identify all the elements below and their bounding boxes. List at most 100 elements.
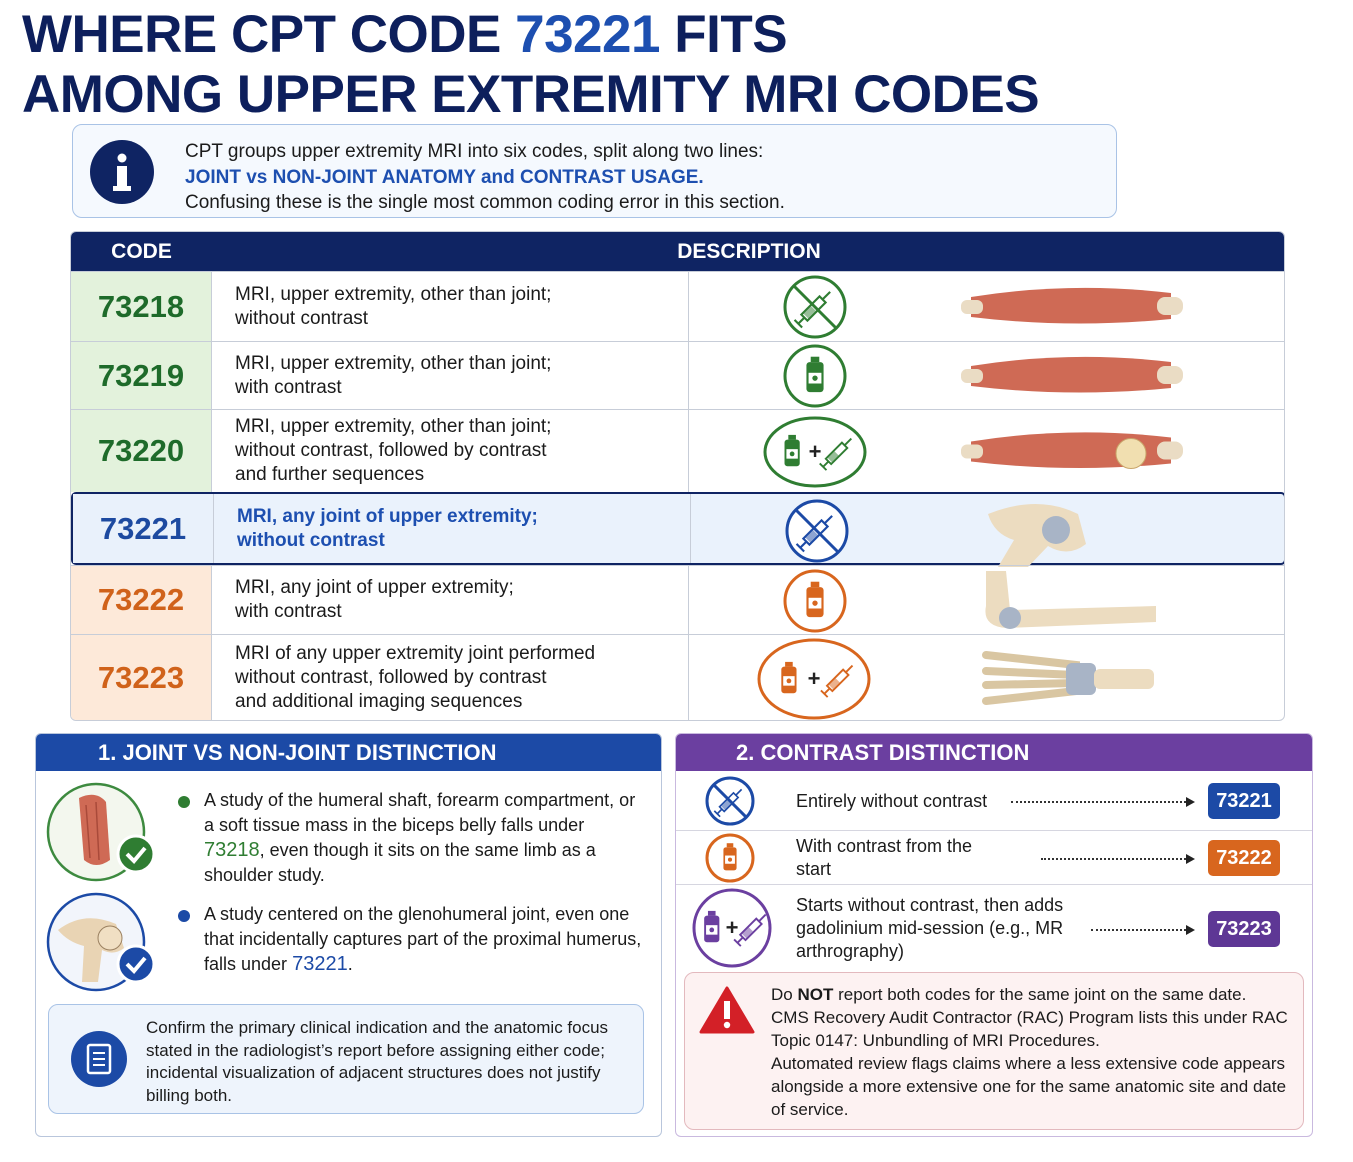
description-cell: MRI, any joint of upper extremity; withou… xyxy=(237,494,538,563)
description-cell: MRI, upper extremity, other than joint; w… xyxy=(235,272,551,341)
leader-arrow xyxy=(1186,797,1195,807)
contrast-icon-svg-part-part xyxy=(742,927,753,939)
table-row: 73221 MRI, any joint of upper extremity; w… xyxy=(71,492,1284,567)
table-row: 73218 MRI, upper extremity, other than jo… xyxy=(71,271,1284,341)
table-row: 73222 MRI, any joint of upper extremity; w… xyxy=(71,565,1284,634)
table-header: DESCRIPTION xyxy=(212,232,1284,271)
warning-line: Automated review flags claims where a le… xyxy=(771,1054,1287,1119)
warning-icon xyxy=(699,986,755,1034)
contrast-icon-svg-part-part xyxy=(788,434,796,440)
contrast-icon-svg-part-part xyxy=(843,437,852,446)
contrast-icon-svg-part-part xyxy=(803,306,816,319)
warning-text: Do NOT report both codes for the same jo… xyxy=(771,983,1291,1121)
description-line: MRI, upper extremity, other than joint; xyxy=(235,416,552,437)
description-line: MRI, upper extremity, other than joint; xyxy=(235,352,552,374)
contrast-icon-svg-part-part xyxy=(812,599,818,606)
shoulder-icon-part xyxy=(97,925,123,951)
table-row: 73223 MRI of any upper extremity joint pe… xyxy=(71,634,1284,720)
contrast-icon-svg-part-part xyxy=(789,451,795,456)
contrast-icon-svg-part: + xyxy=(726,915,739,940)
contrast-icon xyxy=(782,568,848,639)
contrast-icon-svg xyxy=(705,833,755,883)
contrast-icon-svg-part-part xyxy=(735,788,743,796)
anatomy-image-svg xyxy=(982,651,1154,705)
code-cell: 73222 xyxy=(71,566,212,634)
contrast-icon-svg-part xyxy=(792,284,838,330)
arm-icon-part xyxy=(85,801,100,861)
cell-divider xyxy=(688,342,689,409)
description-line: with contrast xyxy=(235,601,342,622)
leader-arrow xyxy=(1186,854,1195,864)
description-line: without contrast, followed by contrast xyxy=(235,667,547,688)
arm-icon-part xyxy=(79,794,110,865)
contrast-icon-svg-part xyxy=(781,661,797,693)
anatomy-image-svg-part xyxy=(971,287,1171,324)
contrast-icon-svg-part xyxy=(784,434,800,466)
info-line: CPT groups upper extremity MRI into six … xyxy=(185,141,764,162)
contrast-icon-svg xyxy=(705,776,755,826)
contrast-icon-svg-part-part xyxy=(758,913,767,922)
description-line: and further sequences xyxy=(235,464,425,485)
row-divider xyxy=(676,830,1312,831)
anatomy-image xyxy=(966,566,1196,640)
contrast-icon-svg-part-part xyxy=(823,687,831,694)
anatomy-image-svg xyxy=(961,356,1183,393)
contrast-icon-svg-part xyxy=(704,910,720,943)
description-line: MRI, upper extremity, other than joint; xyxy=(235,283,552,305)
contrast-icon-svg: + xyxy=(763,416,867,487)
contrast-icon-svg xyxy=(783,569,847,632)
note-box: Confirm the primary clinical indication … xyxy=(48,1004,644,1114)
bullet-part: , even though it sits on the same limb a… xyxy=(204,840,596,885)
cell-divider xyxy=(690,494,691,563)
anatomy-image-svg-part xyxy=(961,444,983,459)
description-line: MRI, any joint of upper extremity; xyxy=(235,577,514,598)
cell-divider xyxy=(688,272,689,341)
contrast-icon-svg: + xyxy=(692,888,772,968)
contrast-icon-svg-part-part xyxy=(812,375,818,381)
contrast-icon-svg-part-part xyxy=(721,800,731,810)
bullet xyxy=(178,910,190,922)
bullet-part: A study centered on the glenohumeral joi… xyxy=(204,904,642,974)
contrast-icon-svg-part-part xyxy=(727,857,733,862)
report-icon xyxy=(71,1031,127,1087)
warning-line: CMS Recovery Audit Contractor (RAC) Prog… xyxy=(771,1008,1288,1050)
info-text: CPT groups upper extremity MRI into six … xyxy=(185,139,785,216)
contrast-icon-svg-part-part xyxy=(805,529,818,542)
contrast-icon xyxy=(782,274,848,345)
title-part: WHERE CPT CODE xyxy=(22,5,501,64)
cell-divider xyxy=(688,410,689,492)
contrast-icon-svg-part xyxy=(806,581,824,617)
contrast-icon-svg xyxy=(785,499,849,562)
bullet-code: 73218 xyxy=(204,839,260,861)
description-line: MRI, any joint of upper extremity; xyxy=(237,505,538,527)
contrast-icon-svg-part-part xyxy=(736,936,744,944)
arm-icon-part xyxy=(125,846,147,864)
description-cell: MRI, upper extremity, other than joint; w… xyxy=(235,342,551,409)
contrast-icon-svg-part-part xyxy=(845,664,854,673)
contrast-icon-svg-part-part xyxy=(827,450,839,462)
description-line: without contrast, followed by contrast xyxy=(235,440,547,461)
anatomy-image xyxy=(966,635,1196,720)
code-cell: 73219 xyxy=(71,342,212,409)
table-row: 73220 MRI, upper extremity, other than jo… xyxy=(71,409,1284,492)
title-line-1: WHERE CPT CODE 73221 FITS xyxy=(22,5,788,64)
info-icon xyxy=(90,140,154,204)
leader-arrow xyxy=(1186,924,1195,935)
anatomy-image-svg-part xyxy=(1157,441,1183,460)
anatomy-image-svg-part xyxy=(961,300,983,314)
code-cell: 73218 xyxy=(71,272,212,341)
contrast-icon-svg-part-part xyxy=(822,460,830,467)
warning-box: Do NOT report both codes for the same jo… xyxy=(684,972,1304,1130)
joint-panel: 1. JOINT VS NON-JOINT DISTINCTION A stud… xyxy=(35,733,662,1137)
bullet-part: . xyxy=(347,954,353,974)
contrast-icon xyxy=(704,832,756,889)
panel-title: 1. JOINT VS NON-JOINT DISTINCTION xyxy=(36,734,661,771)
anatomy-image xyxy=(961,410,1191,498)
description-line: and additional imaging sequences xyxy=(235,691,523,712)
contrast-panel: 2. CONTRAST DISTINCTION Do NOT report bo… xyxy=(675,733,1313,1137)
anatomy-image-svg-part xyxy=(999,607,1021,629)
code-table: CODE DESCRIPTION 73218 MRI, upper extremi… xyxy=(70,231,1285,721)
contrast-icon-svg-part xyxy=(793,291,831,329)
code-cell: 73221 xyxy=(73,494,214,563)
anatomy-image xyxy=(961,272,1191,347)
